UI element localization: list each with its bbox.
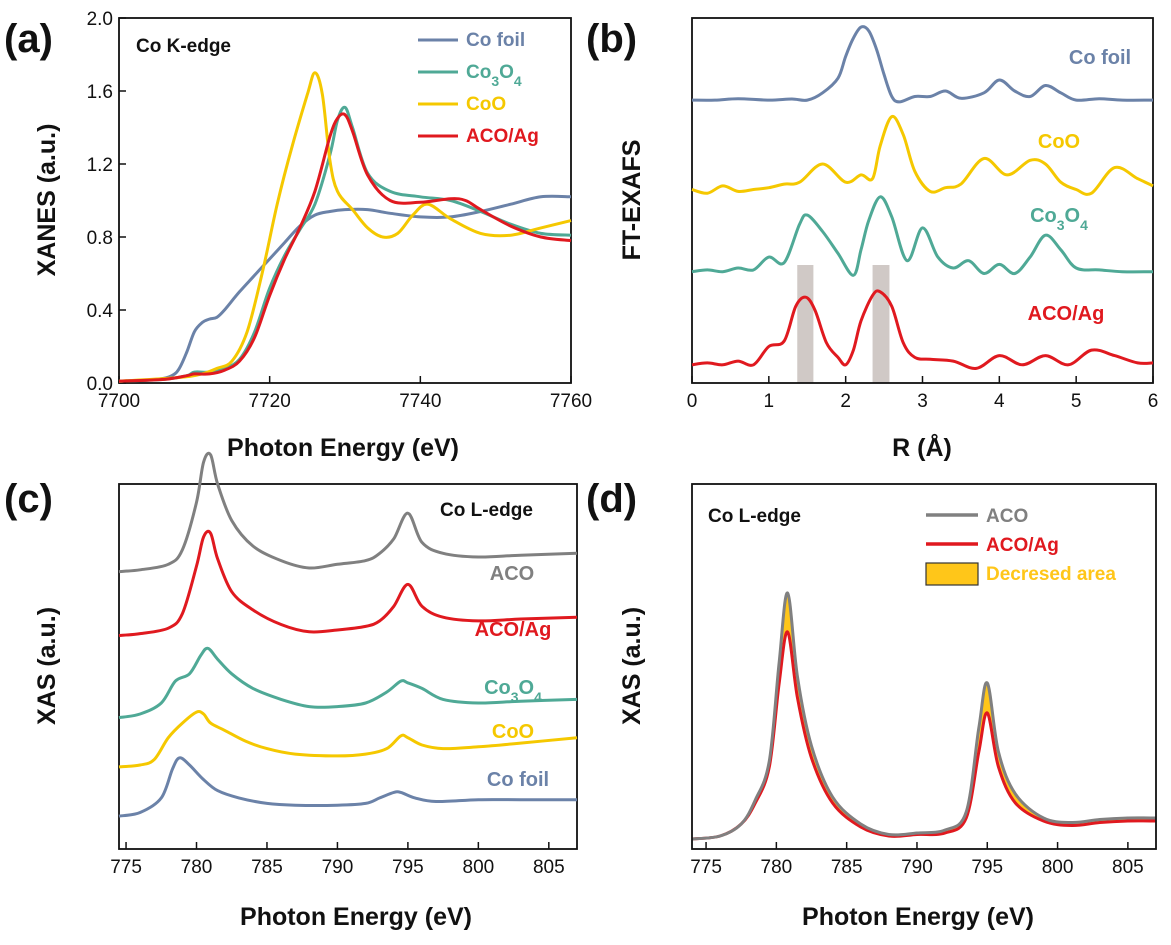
legend-label: ACO — [986, 506, 1028, 527]
x-axis-title-b: R (Å) — [892, 433, 952, 462]
y-axis-title-d: XAS (a.u.) — [618, 607, 646, 725]
x-tick-label: 6 — [1148, 391, 1159, 412]
plot-frame-d — [691, 483, 1157, 850]
legend-label: Co3O4 — [466, 62, 522, 89]
curve-label: Co3O4 — [484, 677, 542, 705]
x-tick-label: 775 — [690, 857, 722, 878]
series-line-co — [691, 195, 1154, 277]
x-tick-label: 785 — [831, 857, 863, 878]
x-tick-label: 5 — [1071, 391, 1082, 412]
x-tick-label: 790 — [322, 857, 354, 878]
plot-frame-c — [118, 483, 578, 850]
legend-label: Decresed area — [986, 564, 1116, 585]
x-tick-label: 805 — [1112, 857, 1144, 878]
y-axis-title-b: FT-EXAFS — [618, 140, 646, 261]
curve-label: Co foil — [1069, 47, 1131, 69]
legend-label: Co foil — [466, 30, 525, 51]
x-tick-label: 3 — [917, 391, 928, 412]
x-tick-label: 4 — [994, 391, 1005, 412]
series-line-coo — [691, 114, 1154, 196]
x-tick-label: 775 — [110, 857, 142, 878]
curve-label: Co foil — [487, 769, 549, 791]
x-tick-label: 0 — [687, 391, 698, 412]
x-tick-label: 790 — [901, 857, 933, 878]
x-tick-label: 780 — [761, 857, 793, 878]
series-line-aco-ag — [118, 529, 578, 637]
series-line-coo — [118, 71, 572, 383]
highlight-band — [872, 265, 890, 383]
x-tick-label: 7720 — [249, 391, 291, 412]
series-line-aco-ag — [691, 630, 1157, 841]
panel-letter-b: (b) — [586, 17, 637, 61]
plot-frame-b — [691, 17, 1154, 384]
x-tick-label: 7740 — [399, 391, 441, 412]
edge-label-c: Co L-edge — [440, 500, 533, 521]
highlight-band — [797, 265, 814, 383]
panel-d: (d) Co L-edge Photon Energy (eV) XAS (a.… — [586, 477, 1157, 931]
y-tick-label: 2.0 — [87, 9, 113, 30]
edge-label-d: Co L-edge — [708, 506, 801, 527]
x-axis-title-a: Photon Energy (eV) — [227, 434, 459, 462]
series-line-co — [118, 105, 572, 383]
decreased-area — [692, 592, 1156, 839]
y-tick-label: 0.8 — [87, 228, 113, 249]
series-line-aco-ag — [691, 289, 1154, 370]
x-axis-title-c: Photon Energy (eV) — [240, 903, 472, 931]
series-line-aco — [691, 591, 1157, 841]
curve-label: CoO — [1038, 131, 1080, 153]
x-tick-label: 7700 — [98, 391, 140, 412]
panel-letter-c: (c) — [4, 477, 53, 521]
curve-label: Co3O4 — [1030, 205, 1088, 233]
series-line-aco — [118, 451, 578, 574]
panel-letter-a: (a) — [4, 17, 53, 61]
x-tick-label: 2 — [840, 391, 851, 412]
curve-label: ACO — [490, 563, 534, 585]
y-axis-title-c: XAS (a.u.) — [33, 607, 61, 725]
x-tick-label: 780 — [181, 857, 213, 878]
y-tick-label: 1.6 — [87, 82, 113, 103]
x-tick-label: 800 — [1042, 857, 1074, 878]
x-tick-label: 785 — [251, 857, 283, 878]
legend-label: ACO/Ag — [466, 126, 539, 147]
panel-c: (c) Co L-edge Photon Energy (eV) XAS (a.… — [4, 451, 578, 931]
curve-label: CoO — [492, 721, 534, 743]
x-tick-label: 795 — [392, 857, 424, 878]
panel-b: (b) R (Å) FT-EXAFS 0 1 2 3 4 5 6 Co foil CoO Co3O… — [586, 17, 1158, 462]
x-tick-label: 805 — [533, 857, 565, 878]
y-tick-label: 0.0 — [87, 374, 113, 395]
x-tick-label: 7760 — [550, 391, 592, 412]
series-line-co-foil — [691, 25, 1154, 104]
panel-a: (a) Co K-edge Photon Energy (eV) XANES (… — [4, 9, 592, 462]
x-tick-label: 800 — [463, 857, 495, 878]
x-tick-label: 795 — [971, 857, 1003, 878]
legend-swatch-box — [925, 562, 979, 586]
series-line-aco-ag — [118, 112, 572, 383]
edge-label-a: Co K-edge — [136, 36, 231, 57]
x-tick-label: 1 — [764, 391, 775, 412]
legend-label: ACO/Ag — [986, 535, 1059, 556]
plot-frame-a — [118, 17, 572, 384]
legend-label: CoO — [466, 94, 506, 115]
series-line-co — [118, 646, 578, 720]
y-tick-label: 0.4 — [87, 301, 114, 322]
series-line-coo — [118, 709, 578, 769]
series-line-co-foil — [118, 756, 577, 818]
curve-label: ACO/Ag — [1028, 303, 1105, 325]
panel-letter-d: (d) — [586, 477, 637, 521]
x-axis-title-d: Photon Energy (eV) — [802, 903, 1034, 931]
y-axis-title-a: XANES (a.u.) — [33, 124, 61, 277]
curve-label: ACO/Ag — [475, 619, 552, 641]
y-tick-label: 1.2 — [87, 155, 113, 176]
